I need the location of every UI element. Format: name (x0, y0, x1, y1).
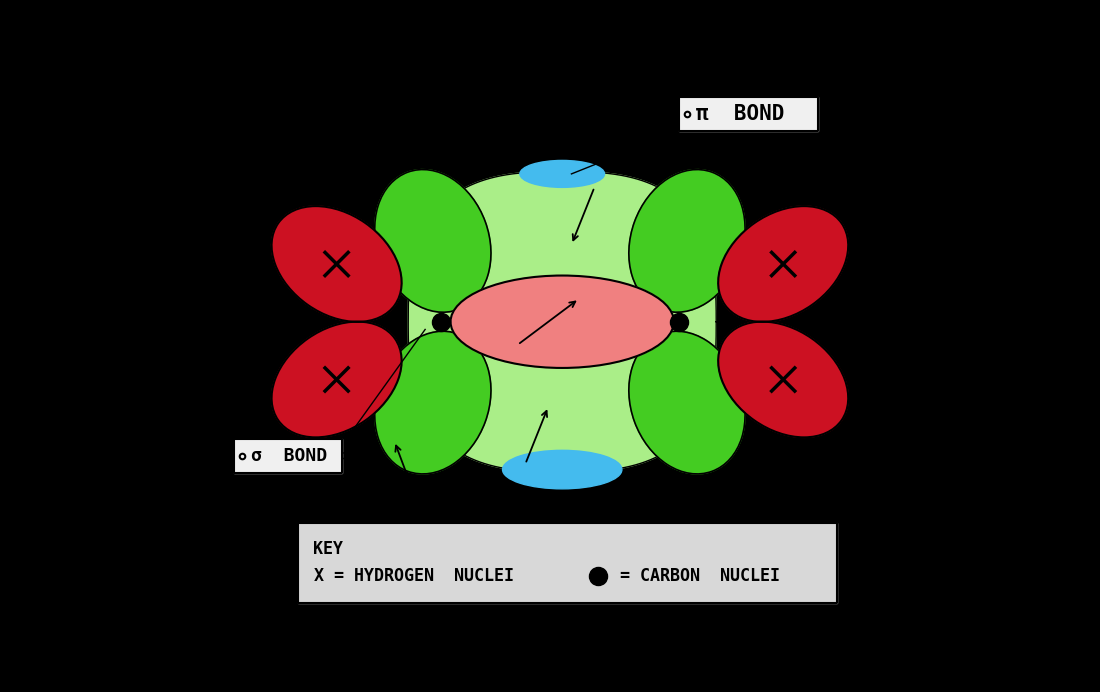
Ellipse shape (451, 275, 674, 368)
Ellipse shape (718, 206, 848, 322)
Ellipse shape (629, 170, 745, 312)
Text: π  BOND: π BOND (696, 104, 784, 124)
Ellipse shape (503, 450, 622, 489)
Text: X = HYDROGEN  NUCLEI: X = HYDROGEN NUCLEI (314, 567, 514, 585)
Ellipse shape (375, 170, 491, 312)
Polygon shape (298, 523, 837, 603)
Text: KEY: KEY (314, 540, 343, 558)
Ellipse shape (272, 322, 402, 437)
Text: σ  BOND: σ BOND (251, 447, 328, 465)
Polygon shape (234, 439, 342, 473)
Ellipse shape (272, 206, 402, 322)
Ellipse shape (375, 331, 491, 474)
Ellipse shape (520, 161, 605, 188)
Polygon shape (408, 172, 716, 472)
Ellipse shape (718, 322, 848, 437)
Polygon shape (680, 97, 818, 131)
Text: = CARBON  NUCLEI: = CARBON NUCLEI (609, 567, 780, 585)
Ellipse shape (629, 331, 745, 474)
